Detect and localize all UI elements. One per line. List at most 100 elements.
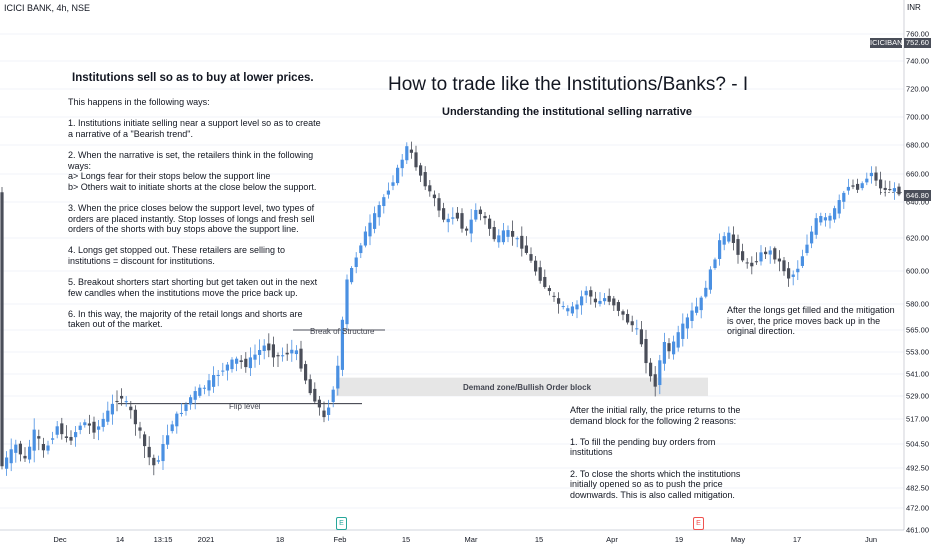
candle-body xyxy=(281,355,285,357)
candles-group xyxy=(0,141,901,476)
candle-body xyxy=(345,279,349,325)
candle-body xyxy=(308,379,312,394)
time-tick-label: Dec xyxy=(53,535,67,544)
price-axis[interactable]: 760.00 740.00 720.00 700.00 680.00 660.00 640.… xyxy=(906,30,929,535)
candle-body xyxy=(285,352,289,355)
symbol-info[interactable]: ICICI BANK, 4h, NSE xyxy=(4,3,91,13)
candle-body xyxy=(676,332,680,348)
price-tick-label: 529.00 xyxy=(906,392,929,401)
candle-body xyxy=(515,238,519,240)
chart-subtitle: Understanding the institutional selling … xyxy=(442,106,692,118)
candle-body xyxy=(110,403,114,415)
candle-body xyxy=(143,434,147,447)
earnings-event-icon[interactable]: E xyxy=(336,517,347,530)
candle-body xyxy=(718,240,722,259)
price-tick-label: 620.00 xyxy=(906,234,929,243)
time-axis[interactable]: Dec 14 13:15 2021 18 Feb 15 Mar 15 Apr 19 May 17 Jun xyxy=(53,535,877,544)
candle-body xyxy=(23,455,27,459)
candle-body xyxy=(396,167,400,184)
candle-body xyxy=(216,374,220,376)
candle-body xyxy=(607,295,611,302)
candle-body xyxy=(474,209,478,220)
break-of-structure-label: Break of Structure xyxy=(310,327,375,336)
dividend-event-icon[interactable]: E xyxy=(693,517,704,530)
demand-zone-label: Demand zone/Bullish Order block xyxy=(463,383,592,392)
price-tick-label: 517.00 xyxy=(906,415,929,424)
candle-body xyxy=(87,423,91,426)
candle-body xyxy=(695,306,699,313)
candle-body xyxy=(630,321,634,326)
candle-body xyxy=(667,343,671,352)
candle-body xyxy=(681,323,685,339)
candle-body xyxy=(106,410,110,422)
candle-body xyxy=(575,304,579,310)
price-tick-label: 472.00 xyxy=(906,504,929,513)
candle-body xyxy=(437,198,441,211)
candle-body xyxy=(207,380,211,391)
price-tick-label: 565.00 xyxy=(906,326,929,335)
bottom-note-point-1: 1. To fill the pending buy orders from i… xyxy=(570,436,716,458)
candle-body xyxy=(492,227,496,240)
candle-body xyxy=(879,179,883,189)
candle-body xyxy=(239,360,243,363)
candle-body xyxy=(672,341,676,355)
candle-body xyxy=(644,338,648,364)
price-tick-label: 553.00 xyxy=(906,348,929,357)
candle-body xyxy=(704,287,708,297)
candle-body xyxy=(60,423,64,435)
candle-body xyxy=(304,364,308,381)
candle-body xyxy=(230,359,234,370)
candle-body xyxy=(745,262,749,264)
candle-body xyxy=(37,436,41,439)
candle-body xyxy=(221,370,225,372)
candle-body xyxy=(580,296,584,306)
candle-body xyxy=(856,183,860,190)
candle-body xyxy=(363,231,367,246)
candle-body xyxy=(639,329,643,345)
candle-body xyxy=(170,424,174,432)
candle-body xyxy=(570,306,574,314)
candle-body xyxy=(382,197,386,207)
candle-body xyxy=(299,348,303,369)
candle-body xyxy=(340,319,344,370)
candle-body xyxy=(557,298,561,304)
candle-body xyxy=(92,421,96,433)
price-tick-label: 461.00 xyxy=(906,526,929,535)
candle-body xyxy=(478,209,482,215)
candle-body xyxy=(423,172,427,187)
candle-body xyxy=(814,218,818,235)
candle-body xyxy=(897,186,901,195)
candle-body xyxy=(846,186,850,191)
candle-body xyxy=(837,200,841,214)
ticker-badge: ICICIBANK xyxy=(870,38,908,48)
candle-body xyxy=(621,311,625,315)
candle-body xyxy=(129,406,133,411)
candle-body xyxy=(796,268,800,273)
candle-body xyxy=(198,387,202,396)
candle-body xyxy=(874,172,878,181)
candle-body xyxy=(51,438,55,440)
candle-body xyxy=(409,149,413,153)
candle-body xyxy=(538,267,542,281)
candle-body xyxy=(271,344,275,358)
candle-body xyxy=(708,269,712,290)
candle-body xyxy=(9,449,13,464)
candle-body xyxy=(593,298,597,303)
price-tick-label: 492.50 xyxy=(906,464,929,473)
currency-label[interactable]: INR xyxy=(907,3,921,12)
candle-body xyxy=(428,185,432,192)
left-point-1: 1. Institutions initiate selling near a … xyxy=(68,118,321,139)
candle-body xyxy=(313,388,317,402)
chart-title: How to trade like the Institutions/Banks… xyxy=(388,74,749,95)
time-tick-label: 15 xyxy=(535,535,543,544)
time-tick-label: Mar xyxy=(465,535,478,544)
candle-body xyxy=(327,407,331,416)
price-tick-label: 504.50 xyxy=(906,440,929,449)
price-tick-label: 760.00 xyxy=(906,30,929,39)
candle-body xyxy=(547,288,551,292)
time-tick-label: 2021 xyxy=(198,535,215,544)
candle-body xyxy=(294,350,298,355)
time-tick-label: 19 xyxy=(675,535,683,544)
candle-body xyxy=(179,412,183,414)
